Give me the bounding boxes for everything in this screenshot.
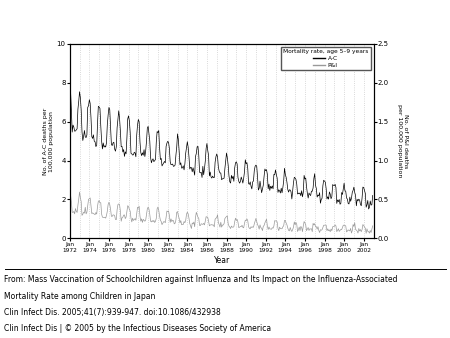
X-axis label: Year: Year [213, 256, 230, 265]
Y-axis label: No. of P&I deaths
per 100,000 population: No. of P&I deaths per 100,000 population [397, 104, 408, 178]
Legend: A-C, P&I: A-C, P&I [280, 47, 371, 70]
Text: Clin Infect Dis. 2005;41(7):939-947. doi:10.1086/432938: Clin Infect Dis. 2005;41(7):939-947. doi… [4, 308, 221, 317]
Y-axis label: No. of A-C deaths per
100,000 population: No. of A-C deaths per 100,000 population [43, 107, 54, 175]
Text: Clin Infect Dis | © 2005 by the Infectious Diseases Society of America: Clin Infect Dis | © 2005 by the Infectio… [4, 324, 272, 333]
Text: From: Mass Vaccination of Schoolchildren against Influenza and Its Impact on the: From: Mass Vaccination of Schoolchildren… [4, 275, 398, 285]
Text: Mortality Rate among Children in Japan: Mortality Rate among Children in Japan [4, 292, 156, 301]
